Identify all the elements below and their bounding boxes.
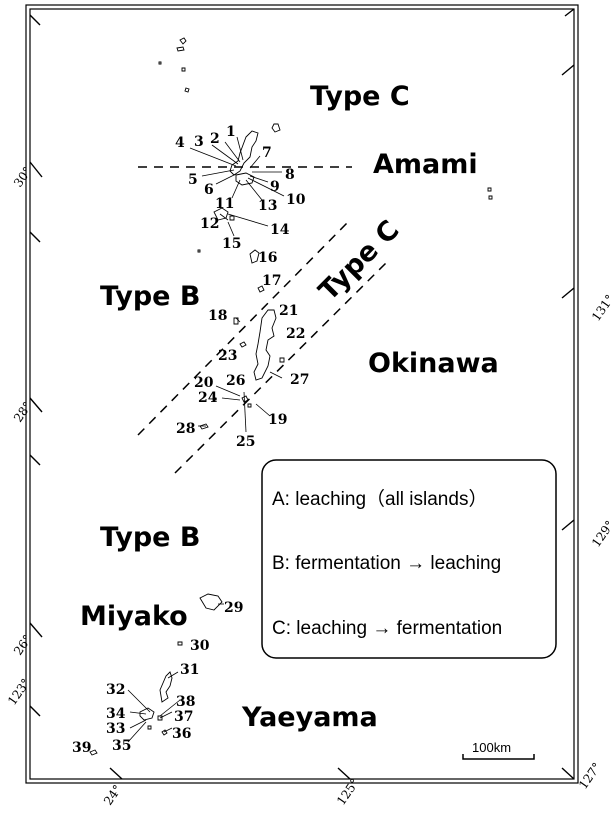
island-label-6: 6 (204, 182, 214, 198)
island-label-12-13: 13 (258, 198, 277, 214)
lat-label-30: 30° (11, 164, 35, 189)
lat-label-26: 26° (11, 632, 35, 657)
island-label-25: 25 (236, 434, 255, 450)
region-label-okinawa: Okinawa (368, 348, 499, 379)
island-label-26: 26 (226, 373, 245, 389)
island-label-11: 11 (215, 196, 234, 212)
zone-label-type-c-north: Type C (310, 81, 410, 112)
region-label-miyako: Miyako (80, 601, 188, 632)
island-label-15: 15 (222, 236, 241, 252)
island-label-14: 14 (270, 222, 290, 238)
island-label-37: 37 (174, 709, 193, 725)
distant-islands (487, 187, 493, 200)
region-label-amami: Amami (373, 149, 478, 180)
island-label-24: 24 (198, 390, 218, 406)
island-label-28: 28 (176, 421, 195, 437)
lon-label-127: 127° (576, 760, 604, 792)
island-label-20: 20 (194, 375, 214, 391)
island-label-38: 38 (176, 694, 195, 710)
island-label-33: 33 (106, 721, 125, 737)
region-label-yaeyama: Yaeyama (241, 702, 378, 733)
map-frame (25, 4, 579, 784)
island-label-8: 8 (285, 167, 295, 183)
island-number-labels: 1 2 3 4 5 6 7 8 9 10 11 13 12 14 15 16 1… (72, 124, 309, 756)
island-label-16: 16 (258, 250, 277, 266)
zone-boundary-lines (137, 166, 388, 474)
island-label-1: 1 (226, 124, 236, 140)
island-label-23: 23 (218, 348, 237, 364)
zone-label-type-b-south: Type B (100, 522, 200, 553)
island-label-3: 3 (194, 134, 204, 150)
yaeyama-islands (89, 671, 173, 756)
island-label-31: 31 (180, 662, 199, 678)
okinawa-islands (199, 285, 285, 430)
island-label-18: 18 (208, 308, 227, 324)
zone-label-type-b-middle: Type B (100, 281, 200, 312)
island-label-29: 29 (224, 600, 243, 616)
island-label-5: 5 (188, 172, 198, 188)
lon-label-131: 131° (589, 292, 614, 324)
island-label-27: 27 (290, 372, 309, 388)
legend-item-b: B: fermentation → leaching (272, 553, 501, 574)
island-label-32: 32 (106, 682, 125, 698)
island-label-22: 22 (286, 326, 305, 342)
scale-bar: 100km (462, 740, 535, 760)
island-label-19: 19 (268, 412, 287, 428)
graticule-ticks (29, 8, 575, 780)
lon-label-129: 129° (589, 518, 614, 550)
lat-label-123: 123° (5, 676, 33, 708)
island-label-39: 39 (72, 740, 91, 756)
island-label-2: 2 (210, 131, 220, 147)
island-label-21: 21 (279, 303, 298, 319)
island-label-12: 12 (200, 216, 219, 232)
island-label-35: 35 (112, 738, 131, 754)
legend-item-a: A: leaching（all islands） (272, 488, 487, 510)
legend-item-c: C: leaching → fermentation (272, 618, 502, 639)
island-label-17: 17 (262, 273, 281, 289)
scale-bar-label: 100km (472, 740, 511, 755)
zone-label-type-c-diagonal: Type C (313, 215, 405, 307)
legend-box: A: leaching（all islands） B: fermentation… (261, 459, 557, 659)
island-leader-lines (127, 136, 285, 743)
island-label-30: 30 (190, 638, 210, 654)
island-label-34: 34 (106, 706, 126, 722)
miyako-islands (177, 593, 223, 646)
lon-label-125: 125° (334, 776, 362, 808)
island-label-36: 36 (172, 726, 191, 742)
amami-islands (158, 37, 281, 264)
island-label-10: 10 (286, 192, 306, 208)
island-label-4: 4 (175, 135, 185, 151)
island-label-9: 9 (270, 179, 280, 195)
island-label-7: 7 (262, 145, 272, 161)
lon-label-24: 24° (101, 782, 125, 807)
lat-label-28: 28° (11, 399, 35, 424)
